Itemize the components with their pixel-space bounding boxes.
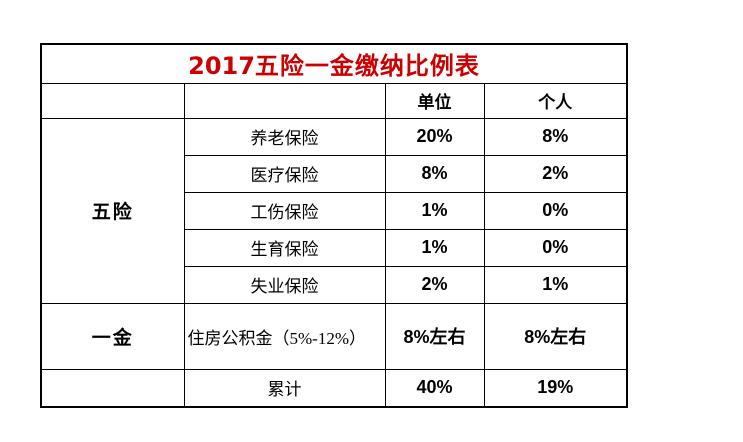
table-row: 工伤保险 1% 0% <box>41 191 628 230</box>
personal-rate-cell: 8%左右 <box>483 302 628 370</box>
column-header-personal: 个人 <box>483 82 628 119</box>
personal-rate-cell: 2% <box>483 154 628 193</box>
personal-rate-cell: 8% <box>483 117 628 156</box>
table-row: 单位 个人 <box>40 82 628 119</box>
table-row: 五险 养老保险 20% 8% <box>40 117 628 304</box>
empty-group-cell <box>40 368 185 408</box>
empty-header-cell <box>183 82 386 119</box>
table-row: 一金 住房公积金（5%-12%） 8%左右 8%左右 <box>40 302 628 370</box>
total-employer-cell: 40% <box>384 368 485 408</box>
insurance-name-cell: 养老保险 <box>183 117 386 156</box>
personal-rate-cell: 0% <box>483 228 628 267</box>
employer-rate-cell: 20% <box>384 117 485 156</box>
contribution-ratio-table: 2017五险一金缴纳比例表 单位 个人 五险 养老保险 20% 8% 医疗保险 … <box>40 43 629 408</box>
group-one-fund: 一金 <box>40 302 185 370</box>
fund-name-cell: 住房公积金（5%-12%） <box>183 302 386 370</box>
empty-header-cell <box>40 82 185 119</box>
column-header-employer: 单位 <box>384 82 485 119</box>
personal-rate-cell: 0% <box>483 191 628 230</box>
personal-rate-cell: 1% <box>483 265 628 304</box>
total-label-cell: 累计 <box>183 368 386 408</box>
title-year: 2017 <box>188 52 255 81</box>
title-text: 五险一金缴纳比例表 <box>254 53 480 81</box>
insurance-name-cell: 生育保险 <box>183 228 386 267</box>
total-personal-cell: 19% <box>483 368 628 408</box>
insurance-name-cell: 失业保险 <box>183 265 386 304</box>
employer-rate-cell: 1% <box>384 191 485 230</box>
employer-rate-cell: 1% <box>384 228 485 267</box>
group-five-insurances: 五险 <box>40 117 185 304</box>
table-row: 累计 40% 19% <box>40 368 628 408</box>
insurance-name-cell: 工伤保险 <box>183 191 386 230</box>
employer-rate-cell: 2% <box>384 265 485 304</box>
employer-rate-cell: 8% <box>384 154 485 193</box>
table-row: 医疗保险 8% 2% <box>41 154 628 193</box>
table-row: 2017五险一金缴纳比例表 <box>40 43 628 84</box>
table-row: 生育保险 1% 0% <box>41 228 628 267</box>
employer-rate-cell: 8%左右 <box>384 302 485 370</box>
insurance-name-cell: 医疗保险 <box>183 154 386 193</box>
table-row: 失业保险 2% 1% <box>41 265 628 304</box>
table-title: 2017五险一金缴纳比例表 <box>40 43 628 84</box>
